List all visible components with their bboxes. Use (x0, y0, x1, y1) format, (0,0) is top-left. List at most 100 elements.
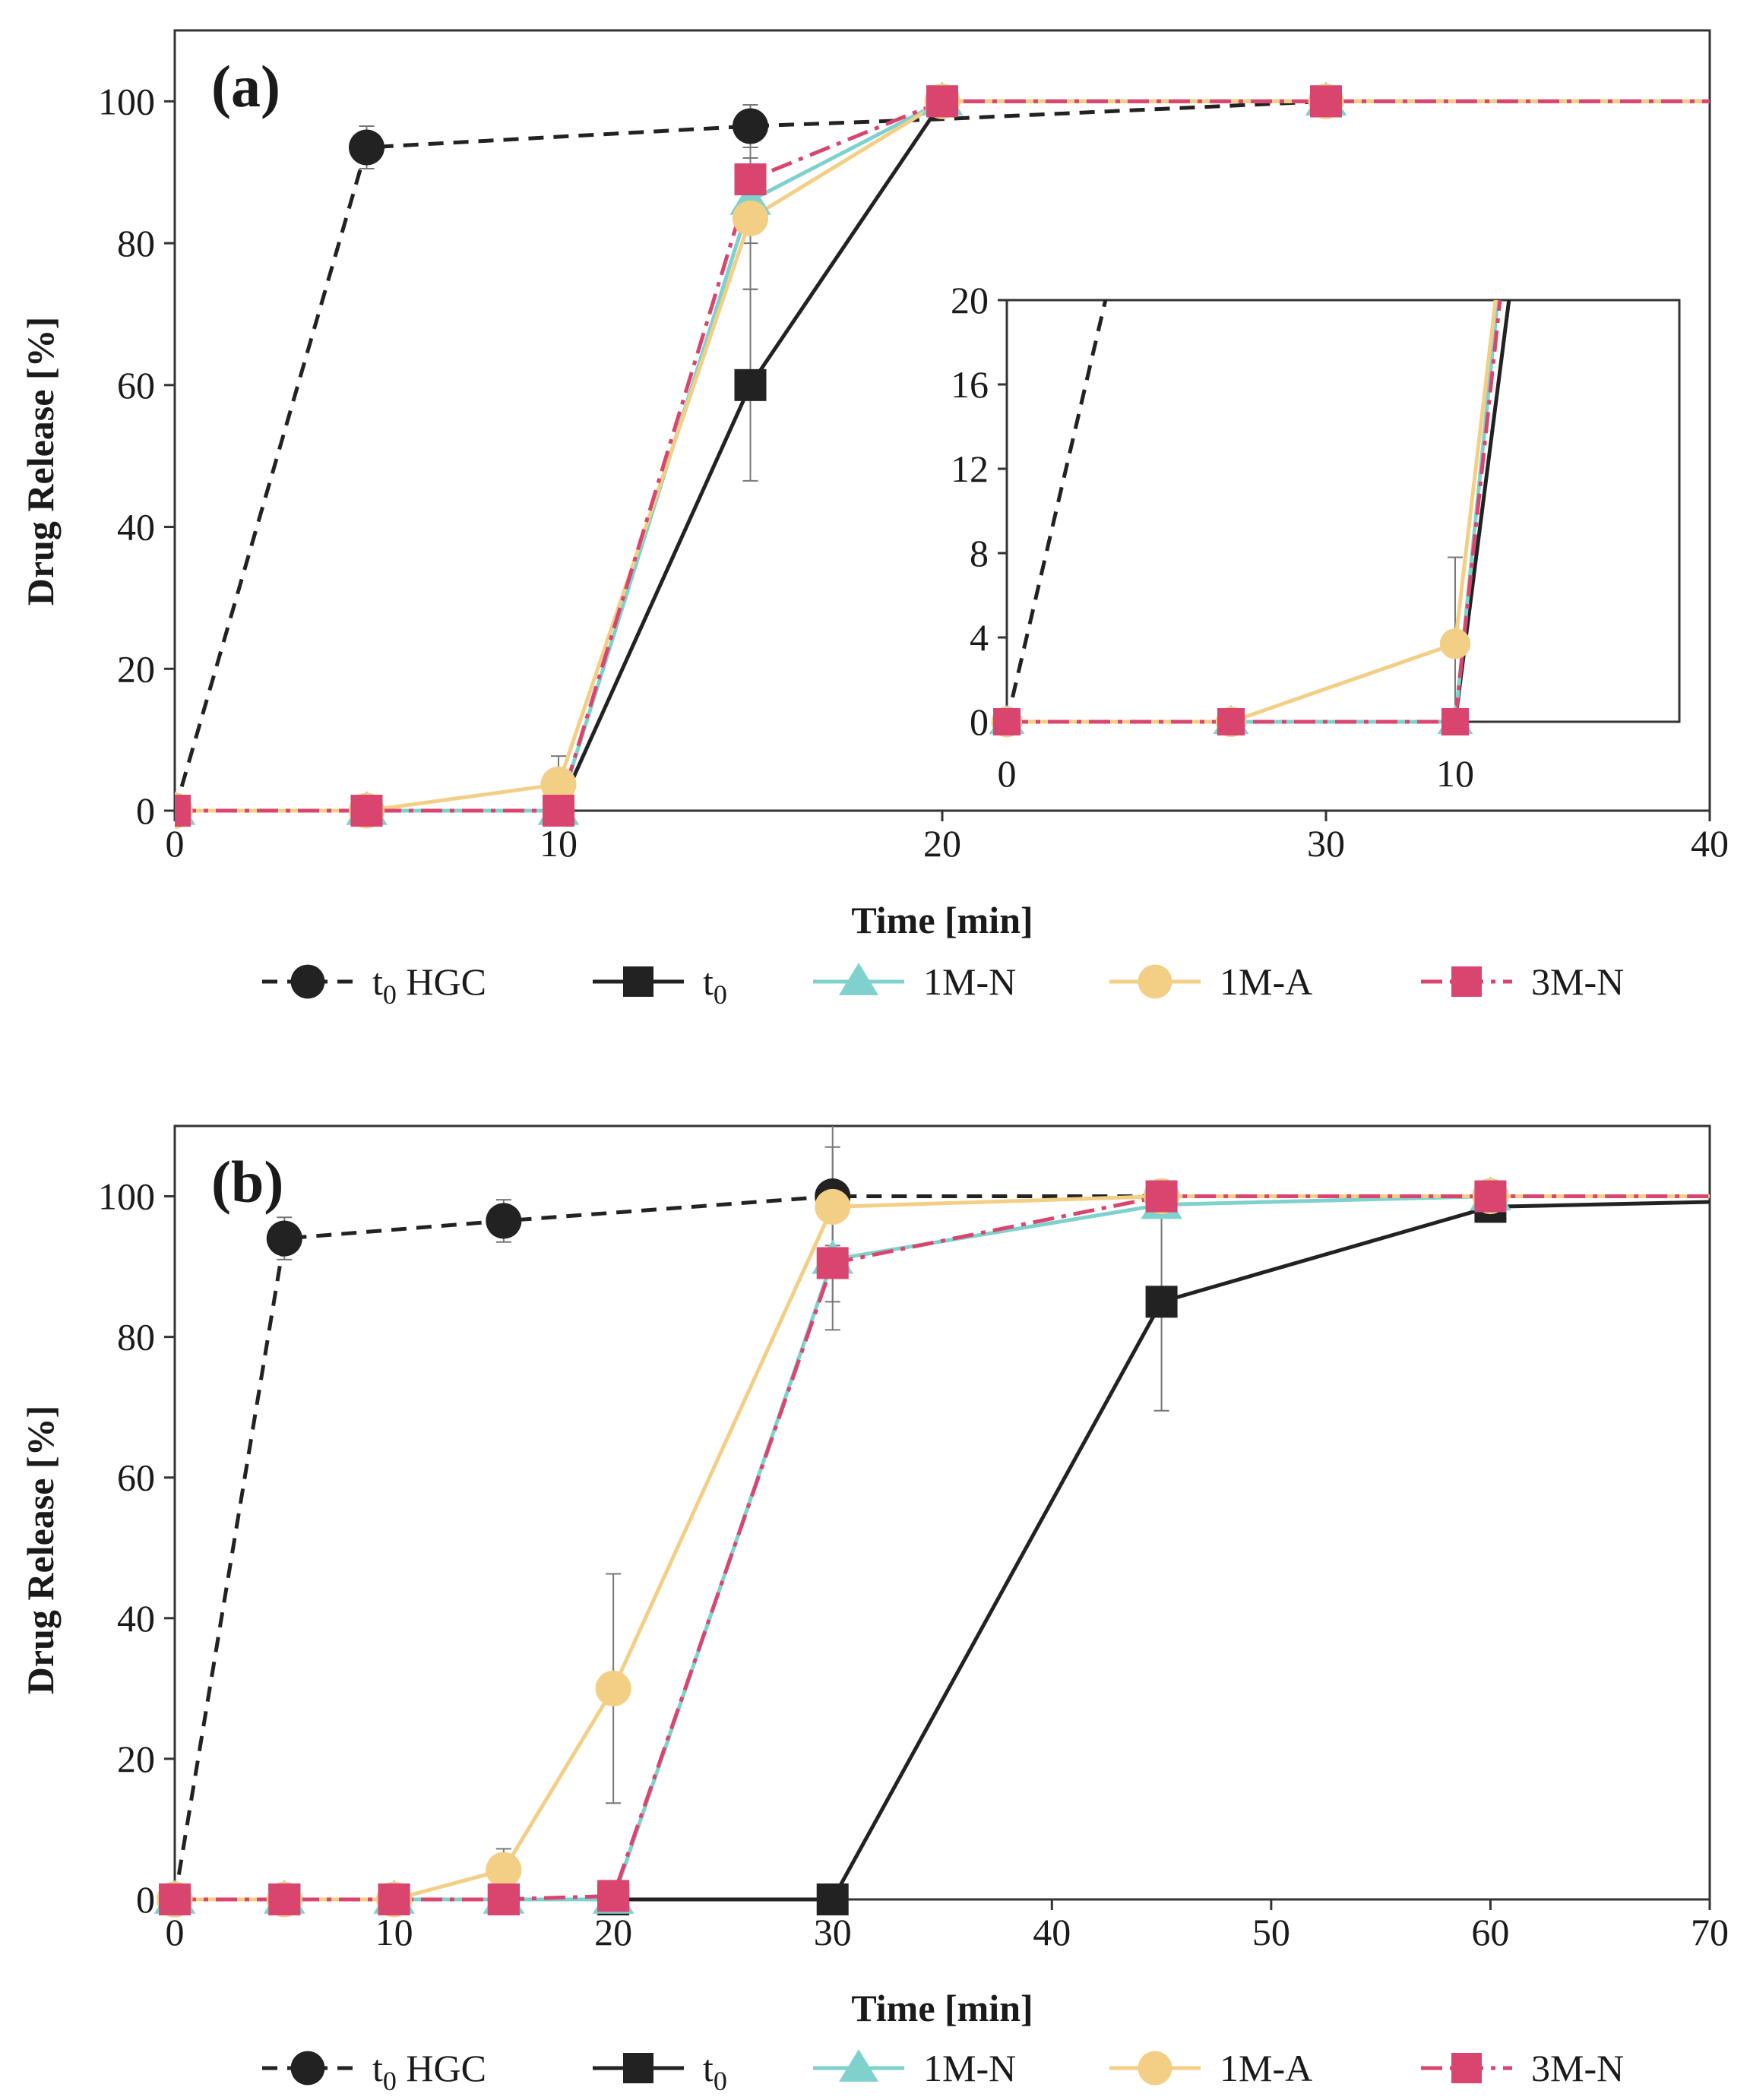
legend-marker-m1a (1138, 964, 1172, 999)
legend-label-m1n: 1M-N (923, 960, 1016, 1003)
legend-marker-m3n (1451, 2053, 1482, 2083)
legend-label-m1n: 1M-N (923, 2047, 1016, 2089)
panel-b-xtick-label: 50 (1252, 1911, 1290, 1953)
panel-a-line-t0hgc (175, 99, 1327, 811)
panel-a-marker-m3n-10 (543, 795, 574, 827)
legend-item-m1a: 1M-A (1109, 960, 1312, 1003)
panel-b-marker-m3n-0 (159, 1883, 191, 1915)
legend-marker-t0hgc (290, 964, 325, 999)
legend-item-t0hgc: t0 HGC (262, 2047, 486, 2096)
legend-label-m1a: 1M-A (1220, 2047, 1312, 2089)
inset-plot-frame (1005, 299, 1681, 723)
panel-a-marker-m3n-0 (175, 795, 191, 827)
inset-ytick-label: 4 (970, 616, 989, 659)
inset-line-m3n (1007, 300, 1502, 724)
panel-b-xtick-label: 60 (1471, 1911, 1509, 1953)
panel-b-series-group (153, 1126, 1710, 1918)
panel-a-marker-t0hgc-15 (732, 108, 769, 144)
panel-b-marker-m3n-20 (597, 1880, 630, 1912)
panel-b-ytick-label: 20 (117, 1738, 155, 1780)
panel-b-xtick-label: 20 (594, 1911, 632, 1953)
panel-b-plot-frame (173, 1124, 1711, 1901)
inset-ytick-label: 12 (951, 448, 989, 490)
panel-b-chart: 0 10 20 30 40 50 60 70 0 20 40 60 80 100 (b) Time [min… (19, 1124, 1729, 2029)
legend-label-t0: t0 (703, 2047, 727, 2096)
inset-marker-m3n-10 (1441, 708, 1469, 735)
panel-a-xtick-label: 30 (1307, 822, 1345, 865)
legend-item-m1n: 1M-N (813, 960, 1016, 1003)
panel-a-ytick-label: 100 (98, 80, 155, 122)
legend-item-t0: t0 (593, 2047, 727, 2096)
panel-b-ytick-label: 60 (117, 1456, 155, 1499)
legend-label-t0hgc: t0 HGC (372, 960, 486, 1010)
panel-b-label: (b) (211, 1149, 283, 1215)
inset-ytick-label: 16 (951, 363, 989, 406)
inset-series-group (989, 300, 1511, 738)
panel-b-marker-m1a-30 (815, 1188, 851, 1225)
panel-a-marker-m3n-30 (1310, 85, 1342, 118)
panel-b-ytick-label: 0 (136, 1878, 155, 1921)
panel-b-xtick-label: 0 (166, 1911, 185, 1953)
panel-a-marker-m3n-15 (734, 163, 767, 196)
panel-a-ytick-label: 80 (117, 222, 155, 264)
panel-a-xtick-label: 40 (1691, 822, 1729, 865)
panel-b-marker-t0hgc-15 (486, 1203, 522, 1239)
inset-marker-m3n-5 (1217, 708, 1245, 735)
panel-b-marker-m3n-15 (487, 1883, 520, 1915)
panel-b-marker-m1a-15 (486, 1852, 522, 1888)
panel-a-label: (a) (211, 53, 280, 119)
panel-a-marker-m1a-10 (540, 766, 577, 802)
panel-a-ytick-label: 0 (136, 789, 155, 832)
inset-ytick-label: 0 (970, 701, 989, 743)
panel-b-xtick-label: 40 (1033, 1911, 1071, 1953)
legend-label-m1a: 1M-A (1220, 960, 1312, 1003)
panel-a-xtick-label: 20 (923, 822, 961, 865)
panel-b-marker-t0-30 (816, 1883, 849, 1915)
inset-line-t0hgc (1005, 300, 1108, 723)
legend-item-m1a: 1M-A (1109, 2047, 1312, 2089)
legend-item-m3n: 3M-N (1421, 960, 1624, 1003)
inset-marker-m1a-10 (1439, 628, 1471, 659)
legend-marker-m1n (838, 963, 879, 995)
panel-a-xlabel: Time [min] (851, 899, 1033, 941)
panel-b-marker-m3n-30 (816, 1247, 849, 1279)
panel-b-marker-m3n-45 (1145, 1180, 1178, 1213)
panel-a-xtick-label: 0 (166, 822, 185, 865)
panel-b-axes: 0 10 20 30 40 50 60 70 0 20 40 60 80 100 (98, 1124, 1729, 1953)
legend-marker-t0 (623, 2053, 653, 2083)
panel-a-inset: 0 10 0 4 8 12 16 20 (951, 279, 1681, 795)
inset-xtick-label: 0 (998, 752, 1017, 795)
panel-b-xtick-label: 10 (375, 1911, 413, 1953)
inset-xtick-label: 10 (1436, 752, 1474, 795)
legend-label-m3n: 3M-N (1531, 960, 1624, 1003)
panel-b-marker-m3n-60 (1474, 1180, 1507, 1213)
legend-panel-b: t0 HGC t0 1M-N 1M-A 3M-N (262, 2047, 1624, 2096)
legend-label-m3n: 3M-N (1531, 2047, 1624, 2089)
panel-a-marker-m1a-15 (732, 200, 769, 236)
panel-b-xtick-label: 70 (1691, 1911, 1729, 1953)
panel-b-marker-m3n-5 (268, 1883, 301, 1915)
legend-panel-a: t0 HGC t0 1M-N 1M-A 3M-N (262, 960, 1624, 1010)
panel-a-marker-m3n-5 (350, 795, 383, 827)
legend-marker-t0hgc (290, 2051, 325, 2086)
panel-b-ytick-label: 100 (98, 1175, 155, 1218)
panel-b-marker-m1a-20 (595, 1670, 631, 1706)
legend-item-m3n: 3M-N (1421, 2047, 1624, 2089)
legend-marker-m1n (838, 2049, 879, 2082)
legend-marker-m1a (1138, 2051, 1172, 2086)
legend-item-t0: t0 (593, 960, 727, 1010)
panel-b-xtick-label: 30 (814, 1911, 852, 1953)
panel-a-ytick-label: 60 (117, 364, 155, 406)
panel-b-marker-m3n-10 (378, 1883, 410, 1915)
panel-b-ytick-label: 40 (117, 1597, 155, 1640)
panel-a-series-group (175, 81, 1710, 829)
panel-b-xlabel: Time [min] (851, 1987, 1033, 2029)
legend-marker-t0 (623, 966, 653, 997)
panel-b-ytick-label: 80 (117, 1316, 155, 1358)
panel-a-xtick-label: 10 (540, 822, 578, 865)
panel-a-ytick-label: 40 (117, 506, 155, 549)
legend-item-m1n: 1M-N (813, 2047, 1016, 2089)
panel-b-marker-t0-45 (1145, 1286, 1178, 1318)
